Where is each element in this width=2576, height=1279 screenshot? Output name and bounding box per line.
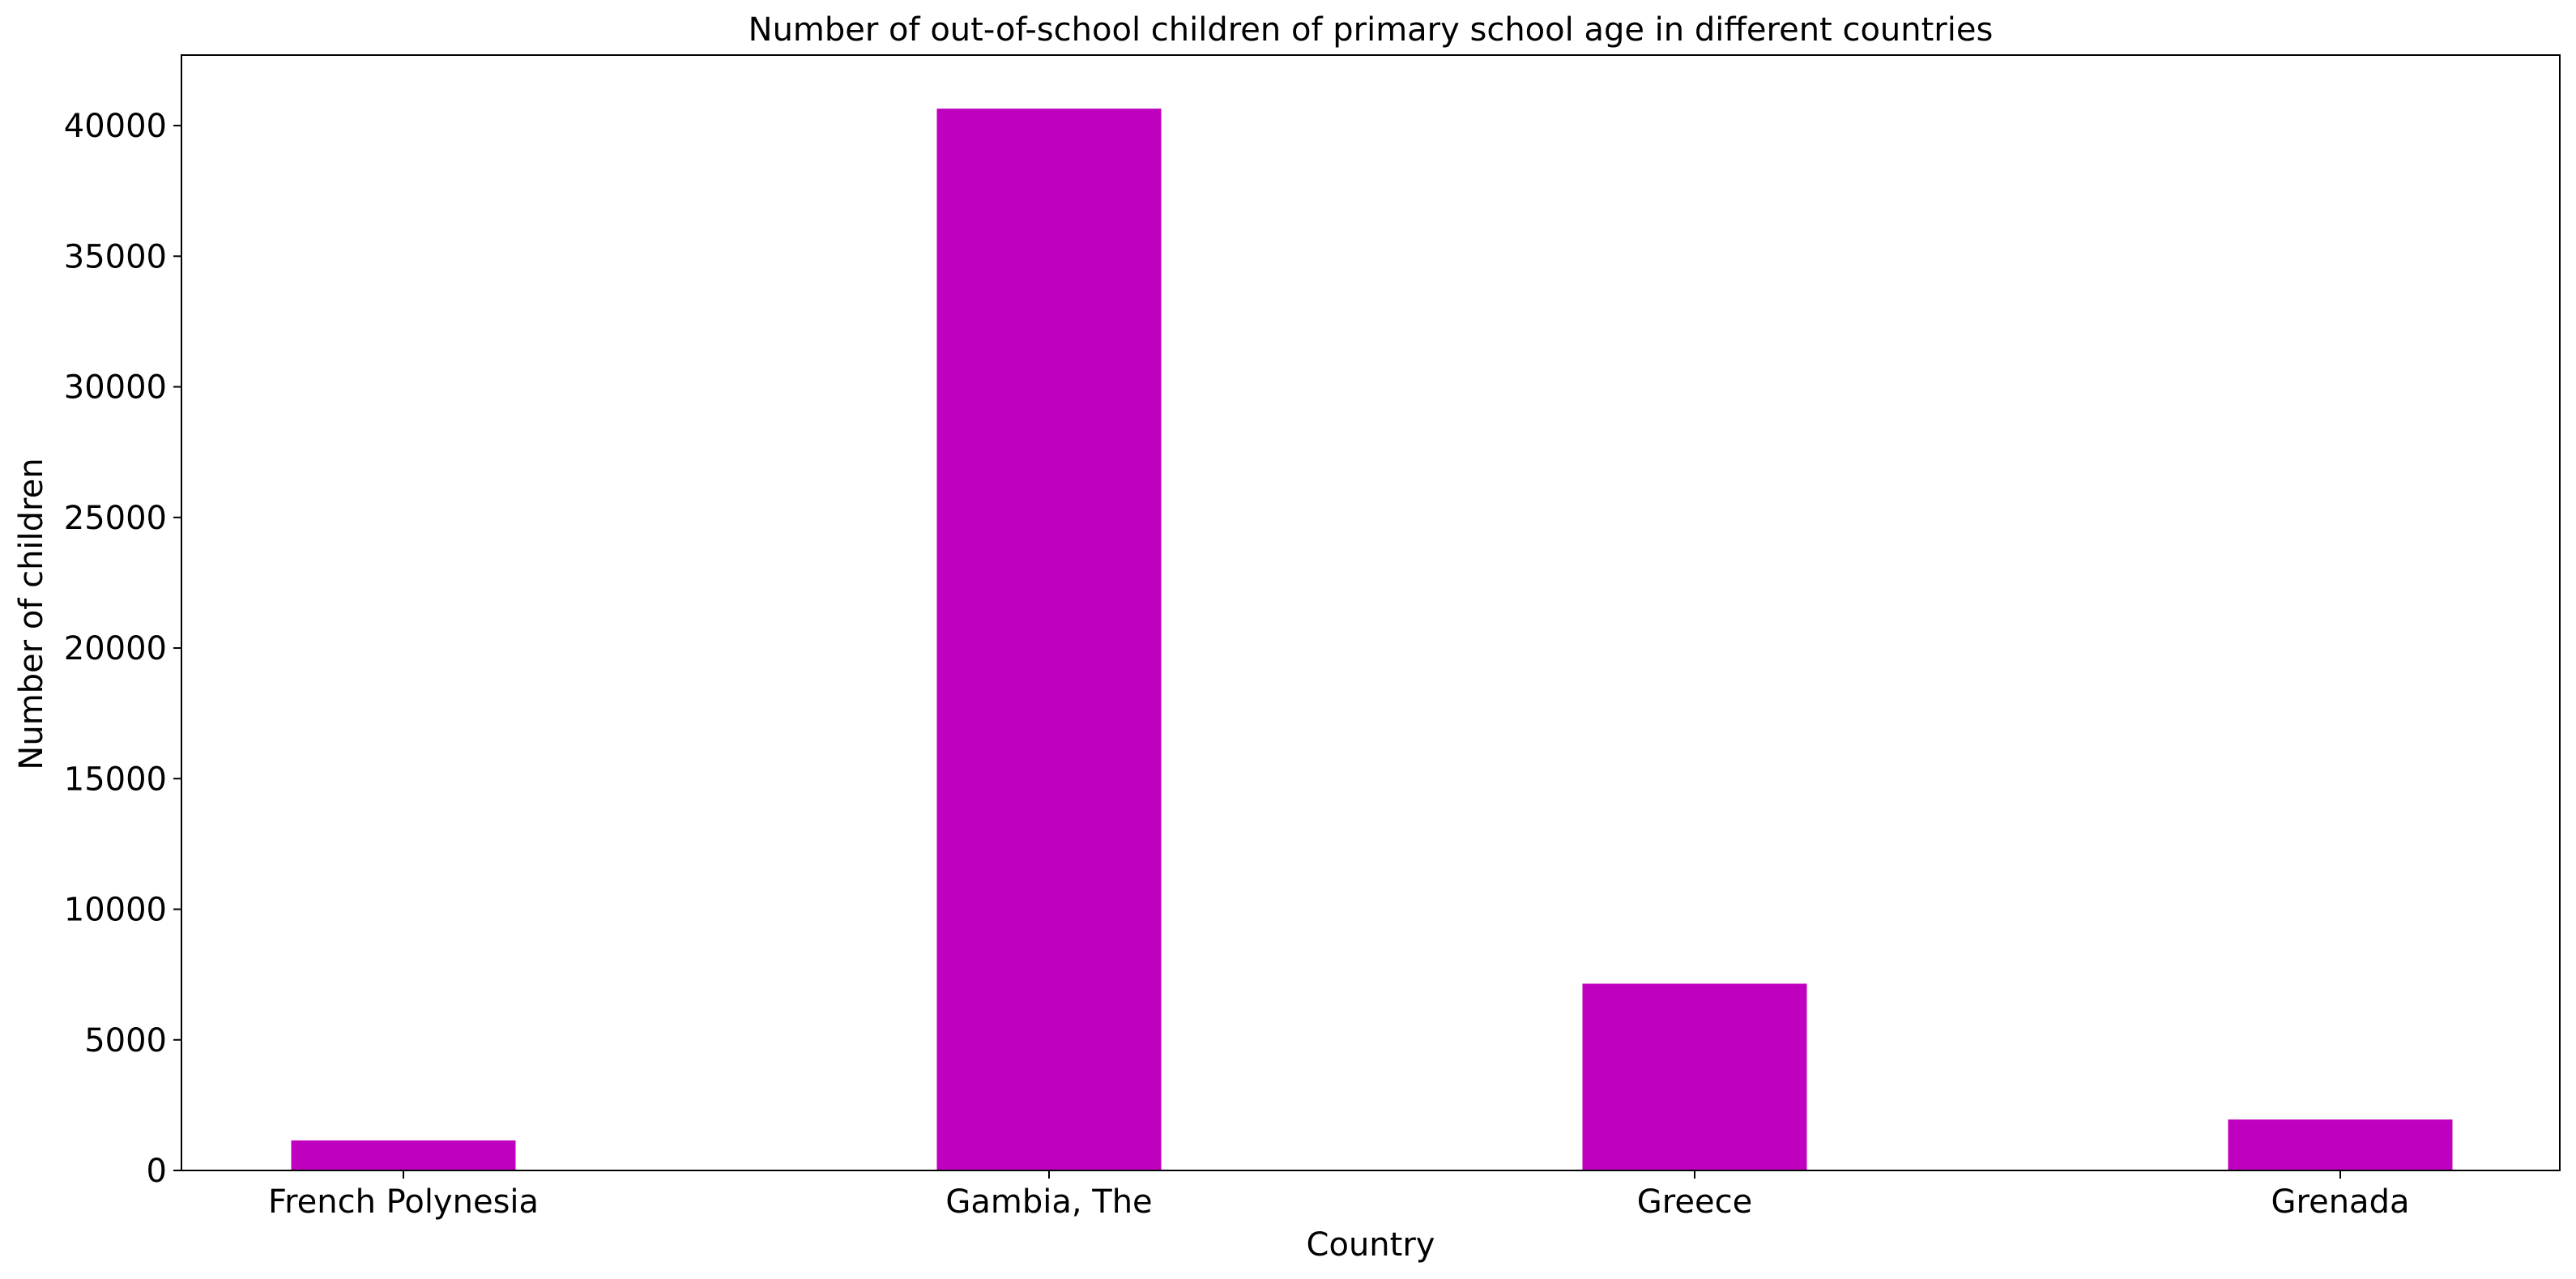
y-tick-label: 25000 [64,500,167,537]
y-tick-label: 35000 [64,238,167,275]
y-tick-label: 40000 [64,108,167,145]
y-axis-ticks: 0 5000 10000 15000 20000 25000 30000 35000 40000 [64,108,181,1190]
bar-grenada [2228,1119,2453,1170]
y-tick-label: 5000 [84,1022,167,1059]
x-tick-label: French Polynesia [268,1183,539,1221]
y-axis-title: Number of children [13,458,50,770]
x-tick-label: Greece [1637,1183,1752,1221]
y-tick-label: 30000 [64,369,167,407]
y-tick-label: 20000 [64,630,167,667]
chart-title: Number of out-of-school children of prim… [748,11,1994,49]
x-tick-label: Grenada [2271,1183,2410,1221]
plot-frame [181,54,2561,1171]
x-axis-title: Country [1307,1226,1435,1264]
x-tick-label: Gambia, The [945,1183,1152,1221]
bar-gambia-the [936,109,1162,1171]
bars-layer [291,109,2453,1171]
y-tick-label: 0 [147,1153,167,1190]
x-axis-ticks: French Polynesia Gambia, The Greece Grenada [268,1170,2410,1221]
y-tick-label: 15000 [64,761,167,798]
y-tick-label: 10000 [64,892,167,929]
bar-greece [1582,983,1807,1170]
bar-french-polynesia [291,1140,516,1170]
